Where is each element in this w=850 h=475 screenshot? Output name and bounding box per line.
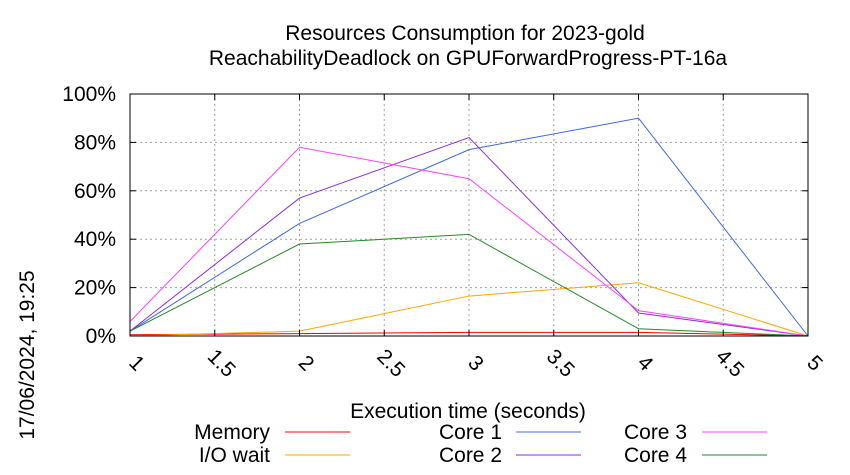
x-tick-label: 3 <box>463 351 488 376</box>
series-line-core-2 <box>129 136 809 337</box>
y-tick-label: 60% <box>74 180 116 203</box>
y-tick-label: 40% <box>74 228 116 251</box>
y-tick-label: 0% <box>86 325 116 348</box>
chart-title: Resources Consumption for 2023-gold <box>285 22 645 45</box>
chart-subtitle: ReachabilityDeadlock on GPUForwardProgre… <box>209 47 728 70</box>
tick-marks <box>129 93 809 337</box>
series-line-i-o-wait <box>129 282 809 337</box>
grid <box>129 93 809 337</box>
y-tick-label: 20% <box>74 277 116 300</box>
legend-label-core-2: Core 2 <box>439 444 502 467</box>
x-tick-labels: 1 1.5 2 2.5 3 3.5 4 4.5 5 <box>124 345 827 382</box>
series-group <box>129 117 809 337</box>
x-tick-label: 4.5 <box>711 345 748 382</box>
y-tick-label: 80% <box>74 131 116 154</box>
x-tick-label: 5 <box>802 351 827 376</box>
x-tick-label: 3.5 <box>542 345 579 382</box>
x-tick-label: 1.5 <box>203 345 240 382</box>
y-tick-label: 100% <box>62 83 116 106</box>
legend-label-i-o-wait: I/O wait <box>199 444 270 467</box>
legend-label-core-3: Core 3 <box>624 421 687 444</box>
legend-label-core-4: Core 4 <box>624 444 687 467</box>
x-tick-label: 4 <box>633 351 658 376</box>
legend-label-core-1: Core 1 <box>439 421 502 444</box>
y-tick-labels: 0% 20% 40% 60% 80% 100% <box>62 83 116 348</box>
x-tick-label: 2.5 <box>372 345 409 382</box>
x-axis-label: Execution time (seconds) <box>350 400 586 423</box>
series-line-core-3 <box>129 146 809 337</box>
timestamp: 17/06/2024, 19:25 <box>16 270 39 439</box>
series-line-core-1 <box>129 117 809 337</box>
x-tick-label: 1 <box>124 351 149 376</box>
series-line-core-4 <box>129 233 809 337</box>
legend-label-memory: Memory <box>194 421 270 444</box>
x-tick-label: 2 <box>294 351 319 376</box>
